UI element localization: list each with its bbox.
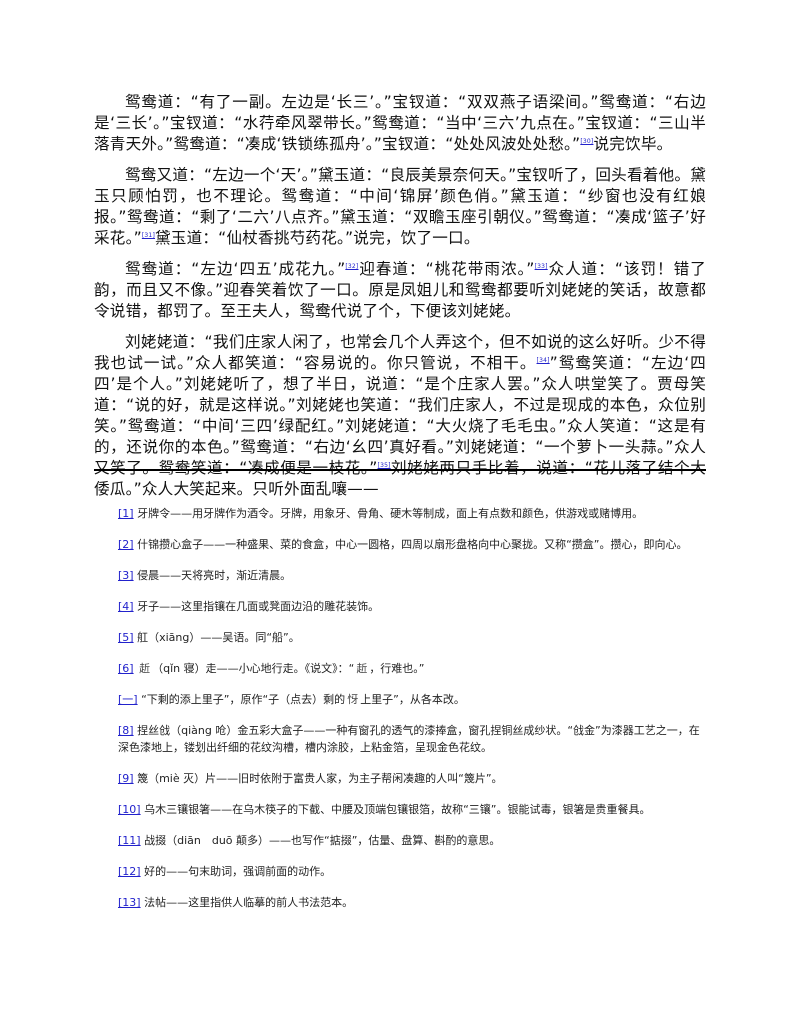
- footnote-text: 牙子——这里指镶在几面或凳面边沿的雕花装饰。: [133, 600, 380, 613]
- footnote-4: [4] 牙子——这里指镶在几面或凳面边沿的雕花装饰。: [94, 598, 706, 615]
- paragraph-2: 鸳鸯又道：“左边一个‘天’。”黛玉道：“良辰美景奈何天。”宝钗听了，回头看着他。…: [94, 165, 706, 249]
- footnote-text: ，行难也。”: [369, 662, 425, 675]
- footnote-6: [6] 赾（qǐn 寝）走——小心地行走。《说文》：“ 赾，行难也。”: [94, 660, 706, 677]
- footnote-ref[interactable]: [30]: [580, 137, 594, 145]
- footnote-10: [10] 乌木三镶银箸——在乌木筷子的下截、中腰及顶端包镶银箔，故称“三镶”。银…: [94, 801, 706, 818]
- footnote-ref[interactable]: [35]: [377, 461, 391, 469]
- footnote-link[interactable]: [12]: [118, 865, 141, 878]
- footnote-13: [13] 法帖——这里指供人临摹的前人书法范本。: [94, 894, 706, 911]
- glyph-image: 㤉: [347, 693, 359, 706]
- paragraph-text: 鸳鸯又道：“左边一个‘天’。”黛玉道：“良辰美景奈何天。”宝钗听了，回头看着他。…: [94, 166, 706, 247]
- paragraph-4: 刘姥姥道：“我们庄家人闲了，也常会几个人弄这个，但不如说的这么好听。少不得我也试…: [94, 332, 706, 500]
- footnote-link[interactable]: [9]: [118, 772, 134, 785]
- paragraph-text: 刘姥姥道：“我们庄家人闲了，也常会几个人弄这个，但不如说的这么好听。少不得我也试…: [94, 333, 706, 372]
- footnote-9: [9] 篾（miè 灭）片——旧时依附于富贵人家，为主子帮闲凑趣的人叫“篾片”。: [94, 770, 706, 787]
- paragraph-text-tail: ”鸳鸯笑道：“左边‘四四’是个人。”刘姥姥听了，想了半日，说道：“是个庄家人罢。…: [94, 354, 706, 477]
- paragraph-text-tail: 众人道：“该罚！错了韵，而且又不像。”迎春笑着饮了一口。原是凤姐儿和鸳鸯都要听刘…: [94, 260, 706, 320]
- footnote-link[interactable]: [1]: [118, 507, 134, 520]
- paragraph-1: 鸳鸯道：“有了一副。左边是‘长三’。”宝钗道：“双双燕子语梁间。”鸳鸯道：“右边…: [94, 92, 706, 155]
- footnote-text: 侵晨——天将亮时，渐近清晨。: [133, 569, 292, 582]
- footnote-3: [3] 侵晨——天将亮时，渐近清晨。: [94, 567, 706, 584]
- footnote-text: 乌木三镶银箸——在乌木筷子的下截、中腰及顶端包镶银箔，故称“三镶”。银能试毒，银…: [140, 803, 651, 816]
- footnote-12: [12] 好的——句末助词，强调前面的动作。: [94, 863, 706, 880]
- footnote-5: [5] 舡（xiāng）——吴语。同“船”。: [94, 629, 706, 646]
- footnote-text: 好的——句末助词，强调前面的动作。: [140, 865, 332, 878]
- separator-line: [94, 469, 706, 471]
- footnote-11: [11] 战掇（diān duō 颠多）——也写作“掂掇”，估量、盘算、斟酌的意…: [94, 832, 706, 849]
- footnote-text: 什锦攒心盒子——一种盛果、菜的食盒，中心一圆格，四周以扇形盘格向中心聚拢。又称“…: [133, 538, 688, 551]
- footnote-link[interactable]: [13]: [118, 896, 141, 909]
- paragraph-text: 鸳鸯道：“有了一副。左边是‘长三’。”宝钗道：“双双燕子语梁间。”鸳鸯道：“右边…: [94, 93, 706, 153]
- paragraph-text-tail: 刘姥姥两只手比着，说道：“花儿落了结个大倭瓜。”众人大笑起来。只听外面乱嚷——: [94, 459, 706, 498]
- footnote-link[interactable]: [8]: [118, 724, 134, 737]
- paragraph-text-tail: 迎春道：“桃花带雨浓。”: [358, 260, 535, 278]
- paragraph-text: 鸳鸯道：“左边‘四五’成花九。”: [125, 260, 346, 278]
- footnote-link[interactable]: [4]: [118, 600, 134, 613]
- glyph-image: 赾: [356, 662, 368, 675]
- paragraph-text-tail: 黛玉道：“仙杖香挑芍药花。”说完，饮了一口。: [155, 229, 480, 247]
- footnote-text: 法帖——这里指供人临摹的前人书法范本。: [140, 896, 354, 909]
- main-text: 鸳鸯道：“有了一副。左边是‘长三’。”宝钗道：“双双燕子语梁间。”鸳鸯道：“右边…: [94, 92, 706, 510]
- paragraph-text-tail: 说完饮毕。: [593, 135, 673, 153]
- footnote-ref[interactable]: [34]: [536, 356, 550, 364]
- footnote-link[interactable]: [5]: [118, 631, 134, 644]
- footnote-ref[interactable]: [33]: [534, 262, 548, 270]
- footnote-text: （qǐn 寝）走——小心地行走。《说文》：“: [152, 662, 355, 675]
- footnote-text: 牙牌令——用牙牌作为酒令。牙牌，用象牙、骨角、硬木等制成，面上有点数和颜色，供游…: [133, 507, 644, 520]
- footnote-7: [一] “下剩的添上里子”，原作“子（点去）剩的㤉上里子”，从各本改。: [94, 691, 706, 708]
- footnote-link[interactable]: [6]: [118, 662, 134, 675]
- footnote-text: 舡（xiāng）——吴语。同“船”。: [133, 631, 300, 644]
- footnote-link[interactable]: [2]: [118, 538, 134, 551]
- footnote-link[interactable]: [3]: [118, 569, 134, 582]
- footnote-text: 篾（miè 灭）片——旧时依附于富贵人家，为主子帮闲凑趣的人叫“篾片”。: [133, 772, 503, 785]
- paragraph-3: 鸳鸯道：“左边‘四五’成花九。”[32]迎春道：“桃花带雨浓。”[33]众人道：…: [94, 259, 706, 322]
- footnote-link[interactable]: [一]: [118, 693, 138, 706]
- footnote-text: 捏丝戗（qiàng 呛）金五彩大盒子——一种有窗孔的透气的漆捧盒，窗孔捏铜丝成纱…: [118, 724, 700, 754]
- footnote-ref[interactable]: [32]: [345, 262, 359, 270]
- footnote-link[interactable]: [10]: [118, 803, 141, 816]
- footnotes: [1] 牙牌令——用牙牌作为酒令。牙牌，用象牙、骨角、硬木等制成，面上有点数和颜…: [94, 505, 706, 925]
- footnote-1: [1] 牙牌令——用牙牌作为酒令。牙牌，用象牙、骨角、硬木等制成，面上有点数和颜…: [94, 505, 706, 522]
- footnote-text: “下剩的添上里子”，原作“子（点去）剩的: [137, 693, 346, 706]
- footnote-text: 战掇（diān duō 颠多）——也写作“掂掇”，估量、盘算、斟酌的意思。: [140, 834, 501, 847]
- footnote-link[interactable]: [11]: [118, 834, 141, 847]
- footnote-ref[interactable]: [31]: [141, 231, 155, 239]
- glyph-image: 赾: [139, 662, 151, 675]
- footnote-text: 上里子”，从各本改。: [360, 693, 465, 706]
- footnote-2: [2] 什锦攒心盒子——一种盛果、菜的食盒，中心一圆格，四周以扇形盘格向中心聚拢…: [94, 536, 706, 553]
- footnote-8: [8] 捏丝戗（qiàng 呛）金五彩大盒子——一种有窗孔的透气的漆捧盒，窗孔捏…: [94, 722, 706, 756]
